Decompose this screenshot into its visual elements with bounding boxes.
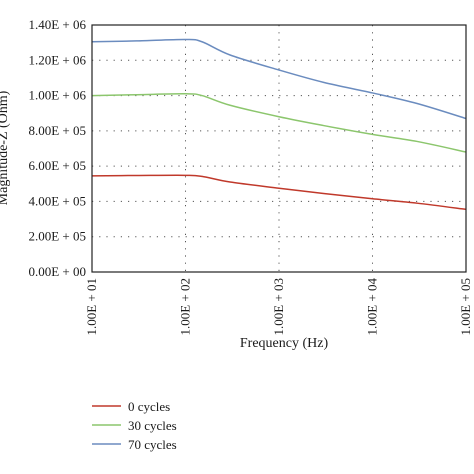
- y-tick-label: 1.00E + 06: [28, 88, 86, 103]
- x-tick-label: 1.00E + 01: [84, 278, 99, 336]
- y-tick-label: 1.20E + 06: [28, 52, 86, 67]
- x-tick-labels: 1.00E + 01 1.00E + 02 1.00E + 03 1.00E + 04…: [84, 278, 473, 336]
- y-axis-title: Magnitude-Z (Ohm): [0, 90, 11, 205]
- x-tick-label: 1.00E + 02: [178, 278, 193, 336]
- x-tick-label: 1.00E + 03: [271, 278, 286, 336]
- y-tick-label: 8.00E + 05: [28, 123, 86, 138]
- plot-frame: [91, 24, 467, 273]
- legend-label: 30 cycles: [128, 418, 177, 433]
- legend-label: 70 cycles: [128, 437, 177, 452]
- y-tick-label: 0.00E + 00: [28, 264, 86, 279]
- series-line-1: [91, 174, 467, 211]
- y-tick-label: 6.00E + 05: [28, 158, 86, 173]
- y-tick-label: 1.40E + 06: [28, 17, 86, 32]
- y-tick-labels: 0.00E + 00 2.00E + 05 4.00E + 05 6.00E + 05…: [28, 17, 86, 279]
- series-line-3: [91, 38, 467, 120]
- x-tick-label: 1.00E + 05: [458, 278, 473, 336]
- y-tick-label: 2.00E + 05: [28, 229, 86, 244]
- grid: [92, 25, 466, 272]
- series-line-2: [91, 93, 467, 153]
- series-group: [91, 38, 467, 211]
- x-tick-label: 1.00E + 04: [365, 278, 380, 336]
- y-tick-label: 4.00E + 05: [28, 193, 86, 208]
- legend-label: 0 cycles: [128, 399, 170, 414]
- x-axis-title: Frequency (Hz): [240, 336, 329, 351]
- legend: 0 cycles 30 cycles 70 cycles: [92, 399, 177, 452]
